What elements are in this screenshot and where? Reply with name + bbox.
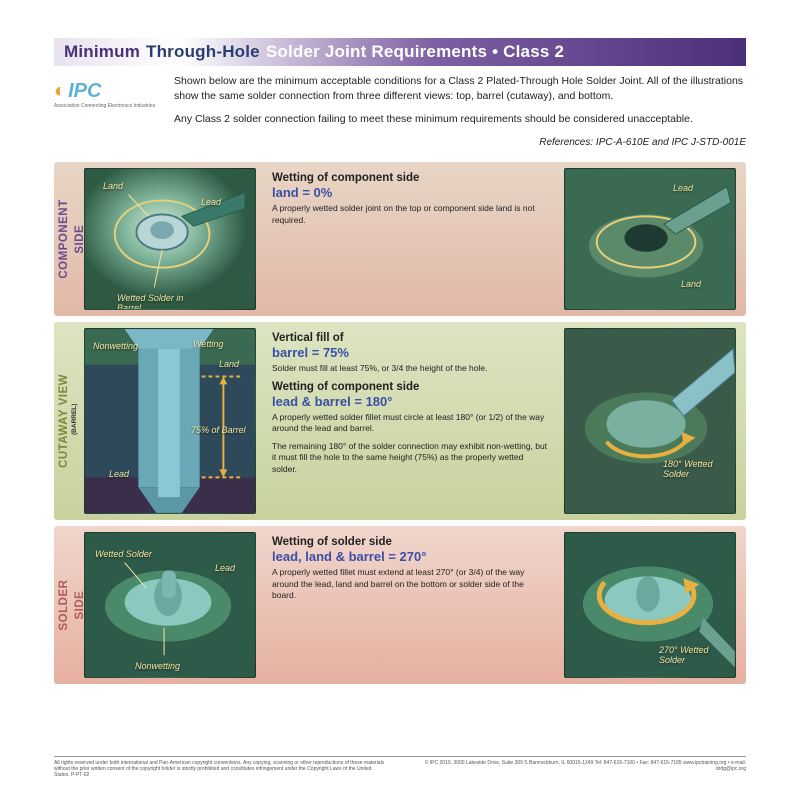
side-label: COMPONENT SIDE(PRIMARY, TOP)SOLDER DESTI… — [56, 200, 80, 279]
block-text: A properly wetted fillet must extend at … — [272, 567, 548, 601]
section-a: COMPONENT SIDE(PRIMARY, TOP)SOLDER DESTI… — [54, 162, 746, 316]
footer: All rights reserved under both internati… — [54, 756, 746, 778]
footer-left: All rights reserved under both internati… — [54, 760, 386, 778]
block-value: lead, land & barrel = 270° — [272, 549, 548, 564]
title-word-2: Through-Hole — [146, 42, 260, 62]
left-illustration: LandLeadWetted Solder in Barrel — [84, 168, 256, 310]
block-value: lead & barrel = 180° — [272, 394, 548, 409]
section-c: SOLDER SIDE(SECONDARY, BOTTOM)SOLDER SOU… — [54, 526, 746, 684]
block-text: Solder must fill at least 75%, or 3/4 th… — [272, 363, 548, 374]
sections: COMPONENT SIDE(PRIMARY, TOP)SOLDER DESTI… — [54, 162, 746, 684]
references: References: IPC-A-610E and IPC J-STD-001… — [174, 136, 746, 151]
description: Wetting of solder sidelead, land & barre… — [256, 532, 564, 678]
ipc-logo: IPC — [54, 80, 101, 102]
description: Wetting of component sideland = 0% A prop… — [256, 168, 564, 310]
block-text: The remaining 180° of the solder connect… — [272, 441, 548, 475]
side-sub: (BARREL) — [72, 374, 79, 465]
side-main: CUTAWAY VIEW — [58, 374, 70, 468]
side-main: SOLDER SIDE — [58, 580, 86, 631]
side-label: SOLDER SIDE(SECONDARY, BOTTOM)SOLDER SOU… — [56, 566, 80, 645]
logo-box: IPC Association Connecting Electronics I… — [54, 74, 174, 158]
intro-p1: Shown below are the minimum acceptable c… — [174, 74, 746, 104]
side-label: CUTAWAY VIEW(BARREL) — [56, 374, 80, 468]
right-illustration: 270° Wetted Solder — [564, 532, 736, 678]
block-heading: Wetting of component side — [272, 172, 548, 184]
ipc-tagline: Association Connecting Electronics Indus… — [54, 103, 174, 109]
block-text: A properly wetted solder fillet must cir… — [272, 412, 548, 435]
block-heading: Vertical fill of — [272, 332, 548, 344]
left-illustration: NonwettingWettingLand75% of BarrelLead — [84, 328, 256, 514]
section-b: CUTAWAY VIEW(BARREL) NonwettingWettingLa… — [54, 322, 746, 520]
side-main: COMPONENT SIDE — [58, 200, 86, 279]
block-text: A properly wetted solder joint on the to… — [272, 203, 548, 226]
description: Vertical fill ofbarrel = 75% Solder must … — [256, 328, 564, 514]
title-rest: Solder Joint Requirements • Class 2 — [266, 42, 564, 62]
title-bar: Minimum Through-Hole Solder Joint Requir… — [54, 38, 746, 66]
footer-right: © IPC 2010, 3000 Lakeside Drive, Suite 3… — [414, 760, 746, 778]
intro-text: Shown below are the minimum acceptable c… — [174, 74, 746, 158]
intro-row: IPC Association Connecting Electronics I… — [54, 74, 746, 158]
block-value: barrel = 75% — [272, 345, 548, 360]
left-illustration: Wetted SolderLeadNonwetting — [84, 532, 256, 678]
block-heading: Wetting of component side — [272, 381, 548, 393]
block-value: land = 0% — [272, 185, 548, 200]
intro-p2: Any Class 2 solder connection failing to… — [174, 112, 746, 127]
title-word-1: Minimum — [64, 42, 140, 62]
right-illustration: 180° Wetted Solder — [564, 328, 736, 514]
right-illustration: LeadLand — [564, 168, 736, 310]
block-heading: Wetting of solder side — [272, 536, 548, 548]
